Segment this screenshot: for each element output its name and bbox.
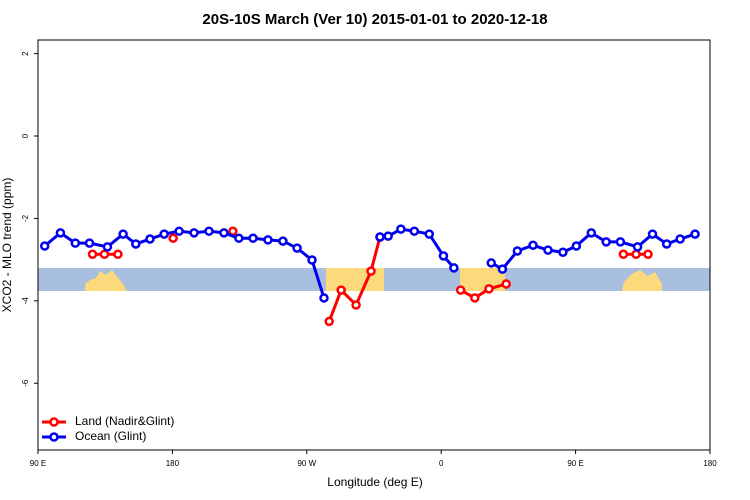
point (102, 242, 113, 252)
land-patch (85, 270, 127, 291)
point (159, 229, 169, 239)
land-patch (460, 268, 505, 291)
x-tick-label: 180 (166, 459, 180, 468)
legend-label: Ocean (Glint) (75, 429, 146, 443)
point (631, 249, 641, 260)
point (424, 229, 435, 239)
point (528, 240, 538, 250)
point (99, 249, 110, 260)
point (643, 249, 653, 260)
point (263, 235, 273, 245)
point (234, 233, 244, 243)
point (409, 226, 420, 236)
point (601, 237, 611, 247)
point (449, 263, 459, 273)
point (87, 249, 98, 260)
x-axis-label: Longitude (deg E) (327, 475, 422, 489)
legend-marker (49, 417, 59, 427)
point (336, 285, 346, 295)
point (70, 238, 81, 248)
point (647, 229, 658, 239)
point (145, 234, 155, 244)
point (484, 284, 494, 294)
point (219, 228, 229, 238)
x-tick-label: 90 E (30, 459, 46, 468)
point (278, 236, 288, 246)
point (118, 229, 128, 239)
point (204, 226, 214, 236)
point (470, 293, 480, 303)
y-tick-label: 2 (21, 51, 30, 56)
chart-title: 20S-10S March (Ver 10) 2015-01-01 to 202… (202, 11, 547, 28)
point (486, 258, 496, 268)
y-tick-label: -2 (21, 214, 30, 222)
point (558, 247, 568, 257)
point (55, 228, 66, 238)
point (324, 316, 334, 327)
point (292, 243, 302, 253)
y-tick-label: -4 (21, 297, 30, 305)
point (113, 249, 123, 260)
y-tick-label: 0 (21, 133, 30, 138)
legend-label: Land (Nadir&Glint) (75, 414, 174, 428)
land-patch (622, 270, 662, 291)
point (615, 237, 626, 247)
point (675, 234, 685, 244)
point (168, 233, 178, 243)
point (39, 241, 50, 251)
point (396, 224, 406, 234)
y-tick-label: -6 (21, 379, 30, 387)
plot-frame (37, 39, 711, 451)
point (497, 264, 508, 274)
x-tick-label: 90 E (567, 459, 583, 468)
x-tick-label: 0 (439, 459, 444, 468)
point (571, 241, 582, 251)
point (661, 239, 672, 249)
point (543, 245, 553, 255)
point (501, 279, 511, 289)
legend-marker (49, 432, 59, 442)
point (690, 229, 700, 239)
point (351, 300, 361, 310)
y-axis-label: XCO2 - MLO trend (ppm) (0, 178, 14, 313)
point (632, 242, 643, 252)
point (512, 246, 523, 256)
point (307, 255, 317, 265)
point (586, 228, 597, 238)
x-tick-label: 180 (703, 459, 717, 468)
point (455, 285, 466, 295)
point (189, 228, 199, 238)
x-tick-label: 90 W (297, 459, 316, 468)
point (366, 266, 376, 276)
point (383, 231, 393, 241)
point (248, 233, 258, 243)
point (375, 232, 385, 242)
point (84, 238, 95, 248)
point (131, 239, 141, 249)
point (319, 293, 329, 303)
point (438, 251, 449, 261)
point (174, 226, 184, 236)
point (618, 249, 629, 260)
